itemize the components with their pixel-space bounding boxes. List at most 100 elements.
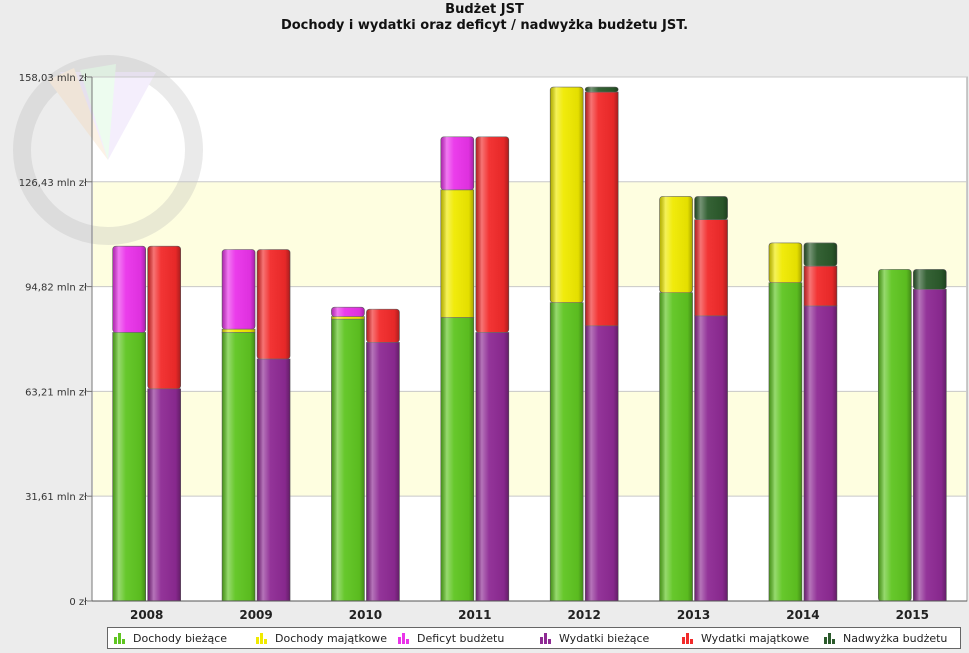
bar-segment: [366, 342, 400, 602]
watermark-rays: [48, 68, 108, 160]
bar-segment: [659, 196, 693, 293]
bar-shine: [147, 246, 181, 389]
bar-segment: [221, 249, 256, 330]
bar-segment: [256, 358, 291, 602]
bar-segment: [913, 269, 947, 290]
bar-segment: [768, 242, 803, 283]
bar-segment: [584, 91, 619, 327]
bar-shine: [585, 87, 619, 93]
bar-shine: [147, 388, 181, 601]
bar-segment: [147, 245, 181, 390]
bar-segment: [803, 305, 838, 602]
bar-segment: [112, 245, 146, 333]
bar-shine: [803, 242, 837, 267]
bar-segment: [440, 189, 475, 318]
legend-label: Deficyt budżetu: [417, 631, 505, 645]
x-axis: 2008 2009 2010 2011 2012 2013 2014 2015: [92, 600, 967, 622]
bars: [112, 86, 947, 602]
bar-shine: [659, 292, 693, 601]
bar-shine: [475, 136, 509, 333]
y-tick-label: 158,03 mln zł: [19, 73, 87, 84]
legend-label: Wydatki bieżące: [559, 631, 650, 645]
bar-shine: [768, 242, 802, 283]
bar-shine: [440, 136, 474, 190]
legend-item[interactable]: Wydatki bieżące: [540, 632, 676, 645]
bar-shine: [878, 269, 912, 601]
bar-shine: [694, 196, 728, 220]
bar-segment: [221, 328, 256, 333]
y-tick-label: 63,21 mln zł: [25, 387, 87, 398]
bar-shine: [331, 307, 365, 317]
chart-header: Budżet JST Dochody i wydatki oraz deficy…: [0, 0, 969, 34]
chart-title: Budżet JST: [445, 2, 524, 17]
y-tick-label: 94,82 mln zł: [25, 283, 87, 294]
bar-chart-icon: [256, 632, 267, 644]
bar-shine: [366, 309, 400, 343]
y-tick-label: 0 zł: [69, 597, 87, 608]
watermark-logo: [13, 55, 203, 245]
bar-segment: [659, 292, 693, 602]
x-tick-label: 2008: [130, 608, 163, 622]
bar-segment: [112, 332, 146, 602]
chart-legend: Dochody bieżące Dochody majątkowe Deficyt …: [107, 627, 961, 649]
bar-chart-icon: [398, 632, 409, 644]
bar-chart-icon: [540, 632, 551, 644]
x-tick-label: 2013: [677, 608, 710, 622]
y-tick-label: 31,61 mln zł: [25, 492, 87, 503]
legend-label: Dochody bieżące: [133, 631, 228, 645]
bar-shine: [112, 246, 146, 333]
watermark-rays: [80, 64, 116, 160]
legend-label: Wydatki majątkowe: [701, 631, 810, 645]
bar-shine: [550, 87, 584, 303]
bar-shine: [366, 342, 400, 601]
bar-chart-icon: [114, 632, 125, 644]
bar-shine: [550, 302, 584, 601]
bar-shine: [440, 189, 474, 318]
bar-segment: [584, 86, 619, 93]
bar-segment: [331, 318, 365, 602]
bar-shine: [222, 249, 256, 330]
y-tick-label: 126,43 mln zł: [19, 178, 87, 189]
legend-item[interactable]: Dochody majątkowe: [256, 632, 392, 645]
bar-segment: [475, 332, 510, 602]
bar-chart-icon: [682, 632, 693, 644]
bar-segment: [584, 325, 619, 602]
bar-shine: [331, 319, 365, 601]
bar-shine: [803, 266, 837, 306]
bar-segment: [878, 269, 912, 602]
bar-segment: [366, 308, 400, 343]
bar-segment: [440, 317, 475, 602]
bar-segment: [694, 315, 728, 602]
bar-segment: [440, 136, 475, 191]
x-tick-label: 2015: [896, 608, 929, 622]
x-tick-label: 2011: [458, 608, 491, 622]
bar-segment: [694, 219, 728, 317]
bar-shine: [331, 316, 365, 320]
y-axis: 0 zł 31,61 mln zł 63,21 mln zł 94,82 mln zł…: [19, 73, 93, 608]
bar-shine: [659, 196, 693, 293]
watermark-ring: [13, 55, 203, 245]
bar-shine: [803, 305, 837, 601]
bar-shine: [694, 219, 728, 316]
bar-segment: [803, 265, 838, 307]
legend-item[interactable]: Wydatki majątkowe: [682, 632, 818, 645]
chart-subtitle: Dochody i wydatki oraz deficyt / nadwyżk…: [280, 18, 689, 33]
bar-segment: [694, 196, 728, 220]
bar-segment: [256, 249, 291, 360]
bar-shine: [222, 332, 256, 601]
bar-shine: [257, 358, 291, 601]
legend-item[interactable]: Dochody bieżące: [114, 632, 250, 645]
x-tick-label: 2009: [239, 608, 272, 622]
bar-segment: [768, 282, 803, 602]
x-tick-label: 2012: [567, 608, 600, 622]
bar-segment: [803, 242, 838, 267]
bar-segment: [147, 388, 181, 602]
bar-chart-icon: [824, 632, 835, 644]
legend-item[interactable]: Nadwyżka budżetu: [824, 632, 960, 645]
legend-item[interactable]: Deficyt budżetu: [398, 632, 534, 645]
bar-shine: [694, 315, 728, 601]
x-tick-label: 2010: [349, 608, 382, 622]
bar-shine: [768, 282, 802, 601]
bar-shine: [913, 289, 947, 601]
